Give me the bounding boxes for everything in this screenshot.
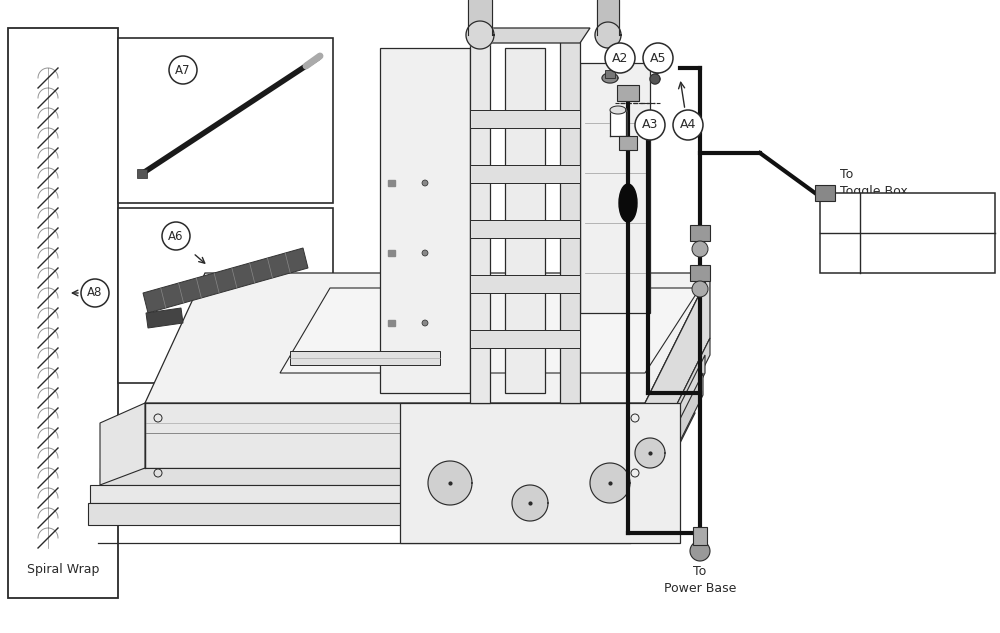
Polygon shape <box>428 461 472 505</box>
Polygon shape <box>468 0 492 35</box>
Circle shape <box>690 541 710 561</box>
Text: A2: A2 <box>612 51 628 65</box>
Polygon shape <box>470 275 580 293</box>
Polygon shape <box>512 485 548 521</box>
Polygon shape <box>100 468 645 485</box>
Polygon shape <box>90 485 640 503</box>
Polygon shape <box>470 165 580 183</box>
Polygon shape <box>597 0 619 35</box>
Bar <box>605 70 615 78</box>
Circle shape <box>692 281 708 297</box>
Polygon shape <box>470 330 580 348</box>
Bar <box>118 208 333 383</box>
Bar <box>820 193 995 273</box>
Polygon shape <box>143 248 308 313</box>
Polygon shape <box>610 110 626 136</box>
Bar <box>137 169 147 178</box>
Bar <box>690 265 710 281</box>
Text: Non-RWD Models: Non-RWD Models <box>866 246 967 260</box>
Circle shape <box>169 56 197 84</box>
Polygon shape <box>388 250 395 256</box>
Circle shape <box>643 43 673 73</box>
Polygon shape <box>146 308 183 328</box>
Polygon shape <box>580 63 650 313</box>
Circle shape <box>422 180 428 186</box>
Polygon shape <box>470 110 580 128</box>
Polygon shape <box>388 180 395 186</box>
Circle shape <box>635 110 665 140</box>
Polygon shape <box>145 273 710 403</box>
Polygon shape <box>470 220 580 238</box>
Bar <box>619 136 637 150</box>
Polygon shape <box>388 320 395 326</box>
Circle shape <box>605 43 635 73</box>
Polygon shape <box>595 22 621 48</box>
Circle shape <box>692 241 708 257</box>
Circle shape <box>673 110 703 140</box>
Polygon shape <box>635 438 665 468</box>
Polygon shape <box>650 74 660 84</box>
Circle shape <box>422 320 428 326</box>
Polygon shape <box>602 73 618 83</box>
Bar <box>118 38 333 203</box>
Bar <box>815 185 835 201</box>
Polygon shape <box>638 373 703 525</box>
Polygon shape <box>645 338 710 485</box>
Polygon shape <box>610 106 626 114</box>
Text: A1a: A1a <box>825 206 848 220</box>
Polygon shape <box>280 288 700 373</box>
Text: A1b: A1b <box>825 246 848 260</box>
Text: Spiral Wrap: Spiral Wrap <box>27 563 99 577</box>
Polygon shape <box>100 403 145 485</box>
Text: RWD Models: RWD Models <box>866 206 940 220</box>
Ellipse shape <box>619 184 637 222</box>
Circle shape <box>81 279 109 307</box>
Polygon shape <box>290 351 440 365</box>
Polygon shape <box>380 48 470 393</box>
Text: A8: A8 <box>87 287 103 299</box>
Polygon shape <box>590 463 630 503</box>
Text: A6: A6 <box>168 230 184 242</box>
Text: To
Toggle Box: To Toggle Box <box>840 168 908 198</box>
Polygon shape <box>470 38 490 403</box>
Bar <box>617 85 639 101</box>
Text: A4: A4 <box>680 118 696 132</box>
Polygon shape <box>88 503 638 525</box>
Polygon shape <box>145 403 645 468</box>
Polygon shape <box>470 28 590 43</box>
Bar <box>693 527 707 545</box>
Bar <box>8 28 118 598</box>
Bar <box>690 225 710 241</box>
Circle shape <box>422 250 428 256</box>
Polygon shape <box>505 48 545 393</box>
Polygon shape <box>640 355 705 503</box>
Text: A7: A7 <box>175 63 191 77</box>
Circle shape <box>162 222 190 250</box>
Text: A5: A5 <box>650 51 666 65</box>
Polygon shape <box>400 403 680 543</box>
Polygon shape <box>466 21 494 49</box>
Text: A3: A3 <box>642 118 658 132</box>
Polygon shape <box>560 38 580 403</box>
Polygon shape <box>645 273 710 468</box>
Text: To
Power Base: To Power Base <box>664 565 736 595</box>
